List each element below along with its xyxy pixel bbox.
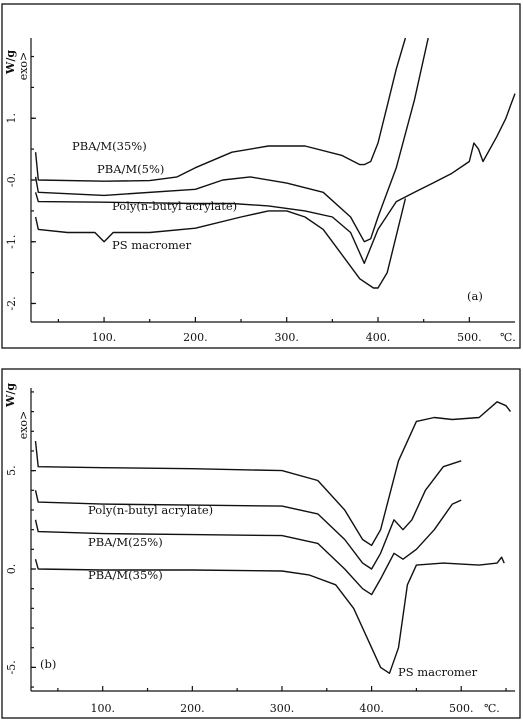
b-label-ps: PS macromer [398,665,478,679]
panel-b-curve-pbam35 [34,499,462,596]
panel-a-curve-pba [34,93,516,264]
panel-a-xtick-label: 200. [183,331,208,344]
panel-b-panel-label: (b) [40,657,56,671]
panel-b-ytick-label: 0. [5,564,18,575]
panel-a-curve-pbam5 [34,37,429,243]
a-label-pbam35: PBA/M(35%) [72,139,147,153]
panel-a-panel-label: (a) [467,289,483,303]
panel-a-curve-ps [34,198,407,289]
panel-b-curve-pbam25 [34,460,462,570]
panel-a-xtick-label: 500. [457,331,482,344]
panel-b-ytick-label: -5. [5,660,18,674]
panel-b-exo-label: exo> [17,411,30,440]
panel-b-curve-pba [34,401,512,547]
panel-b: W/g exo> ℃. (b) 100. 200. 300. 400. 500. 5. 0… [1,368,521,719]
panel-b-ylabel: W/g [4,383,17,408]
b-label-pbam25: PBA/M(25%) [88,535,163,549]
panel-a-ytick-label: -2. [5,296,18,310]
panel-a: W/g exo> ℃. (a) 100. 200. 300. 400. 500. 1. -… [1,3,521,349]
b-label-pba: Poly(n-butyl acrylate) [88,503,213,517]
panel-b-xtick-label: 400. [359,702,384,715]
panel-b-x-unit: ℃. [484,702,500,715]
panel-a-xtick-label: 300. [274,331,299,344]
panel-a-curve-pbam35 [34,37,407,182]
a-label-pba: Poly(n-butyl acrylate) [112,199,237,213]
panel-b-frame [1,368,521,719]
a-label-ps: PS macromer [112,238,192,252]
panel-a-x-unit: ℃. [500,331,516,344]
panel-a-ytick-label: -1. [5,235,18,249]
panel-b-xtick-label: 300. [270,702,295,715]
panel-b-ytick-label: 5. [5,465,18,476]
panel-a-ytick-label: -0. [5,173,18,187]
panel-b-xtick-label: 500. [449,702,474,715]
a-label-pbam5: PBA/M(5%) [97,162,164,176]
panel-b-curve-ps [34,556,505,674]
panel-a-exo-label: exo> [17,52,30,81]
panel-a-ytick-label: 1. [5,113,18,124]
panel-b-xtick-label: 200. [180,702,205,715]
panel-a-ylabel: W/g [4,50,17,75]
panel-a-frame [1,3,521,349]
b-label-pbam35: PBA/M(35%) [88,568,163,582]
panel-b-xtick-label: 100. [90,702,115,715]
panel-a-xtick-label: 400. [366,331,391,344]
panel-a-xtick-label: 100. [92,331,117,344]
